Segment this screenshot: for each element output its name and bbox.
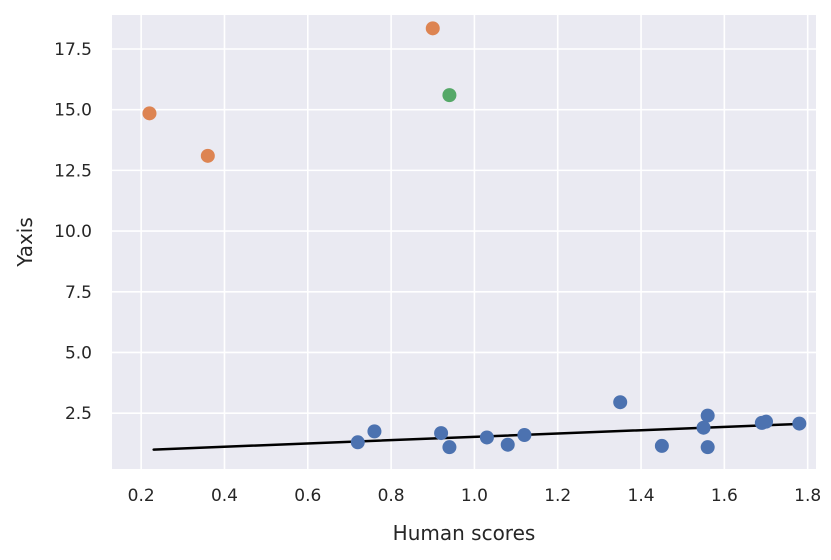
data-points (142, 21, 807, 455)
data-point-series-1 (613, 395, 628, 410)
x-tick-label: 1.2 (544, 486, 571, 506)
x-tick-labels: 0.2 0.4 0.6 0.8 1.0 1.2 1.4 1.6 1.8 (128, 486, 822, 506)
y-tick-label: 7.5 (65, 283, 92, 303)
y-tick-label: 10.0 (54, 222, 92, 242)
y-tick-label: 17.5 (54, 40, 92, 60)
data-point-series-3 (442, 88, 457, 103)
x-tick-label: 1.0 (461, 486, 488, 506)
plot-background (112, 15, 816, 469)
data-point-series-1 (759, 414, 774, 429)
data-point-series-1 (479, 430, 494, 445)
regression-line (152, 422, 797, 451)
y-axis-label: Yaxis (13, 217, 37, 268)
x-tick-label: 1.4 (628, 486, 655, 506)
y-tick-label: 12.5 (54, 161, 92, 181)
data-point-series-1 (350, 435, 365, 450)
regression-line-group (152, 422, 797, 451)
x-tick-label: 0.2 (128, 486, 155, 506)
x-tick-label: 0.4 (211, 486, 238, 506)
data-point-series-1 (792, 416, 807, 431)
y-tick-label: 2.5 (65, 404, 92, 424)
data-point-series-1 (700, 440, 715, 455)
data-point-series-1 (700, 408, 715, 423)
data-point-series-1 (500, 437, 515, 452)
y-tick-labels: 2.5 5.0 7.5 10.0 12.5 15.0 17.5 (54, 40, 92, 424)
data-point-series-1 (434, 426, 449, 441)
x-tick-label: 1.6 (711, 486, 738, 506)
data-point-series-2 (142, 106, 157, 121)
data-point-series-1 (654, 438, 669, 453)
data-point-series-2 (425, 21, 440, 36)
grid-lines (112, 15, 816, 469)
data-point-series-1 (696, 420, 711, 435)
data-point-series-2 (200, 148, 215, 163)
data-point-series-1 (442, 440, 457, 455)
x-axis-label: Human scores (393, 521, 536, 545)
y-tick-label: 15.0 (54, 101, 92, 121)
x-tick-label: 1.8 (794, 486, 821, 506)
x-tick-label: 0.6 (294, 486, 321, 506)
data-point-series-1 (517, 428, 532, 443)
x-tick-label: 0.8 (378, 486, 405, 506)
y-tick-label: 5.0 (65, 343, 92, 363)
data-point-series-1 (367, 424, 382, 439)
